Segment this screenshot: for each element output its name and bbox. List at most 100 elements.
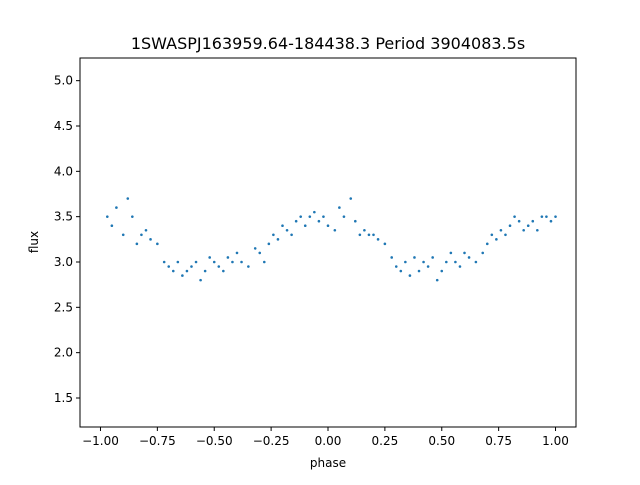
data-point xyxy=(467,256,471,259)
data-point xyxy=(171,269,175,273)
plot-frame xyxy=(79,57,577,428)
data-point xyxy=(463,251,466,255)
y-tick-label: 2.0 xyxy=(54,346,73,360)
y-tick-label: 1.5 xyxy=(54,391,73,405)
data-points xyxy=(106,197,557,282)
x-tick-label: −1.00 xyxy=(82,434,119,448)
data-point xyxy=(531,219,535,223)
data-point xyxy=(504,233,507,237)
data-point xyxy=(176,260,180,264)
x-tick-label: 0.50 xyxy=(428,434,455,448)
data-point xyxy=(440,269,444,273)
data-point xyxy=(549,219,553,223)
data-point xyxy=(299,215,303,218)
data-point xyxy=(326,224,330,228)
data-point xyxy=(458,265,462,268)
data-point xyxy=(417,269,421,273)
data-point xyxy=(413,256,416,259)
data-point xyxy=(258,251,262,255)
data-point xyxy=(426,265,430,268)
data-point xyxy=(431,256,434,259)
data-point xyxy=(376,238,380,241)
data-point xyxy=(212,260,216,264)
x-tick-label: 0.00 xyxy=(315,434,342,448)
data-point xyxy=(342,215,346,218)
data-point xyxy=(449,251,453,255)
data-point xyxy=(149,238,152,241)
data-point xyxy=(121,233,125,237)
x-axis-ticks: −1.00 −0.75 −0.50 −0.25 0.00 0.25 0.50 0.75 1.00 xyxy=(82,427,569,448)
data-point xyxy=(235,251,239,255)
data-point xyxy=(313,210,316,214)
data-point xyxy=(517,219,521,223)
y-tick-label: 3.0 xyxy=(54,255,73,269)
data-point xyxy=(394,265,398,268)
data-point xyxy=(285,228,289,232)
x-tick-label: 0.25 xyxy=(372,434,399,448)
data-point xyxy=(110,224,114,228)
data-point xyxy=(199,278,202,282)
data-point xyxy=(190,265,193,268)
data-point xyxy=(383,242,387,246)
chart-title: 1SWASPJ163959.64-184438.3 Period 3904083… xyxy=(131,34,525,53)
data-point xyxy=(115,206,118,209)
data-point xyxy=(217,265,221,268)
data-point xyxy=(203,269,207,273)
data-point xyxy=(490,233,494,237)
data-point xyxy=(262,260,266,264)
data-point xyxy=(253,247,257,250)
data-point xyxy=(290,233,293,237)
data-point xyxy=(481,251,485,255)
data-point xyxy=(390,256,394,259)
data-point xyxy=(513,215,516,218)
data-point xyxy=(267,242,271,246)
x-tick-label: −0.75 xyxy=(139,434,176,448)
data-point xyxy=(208,256,211,259)
data-point xyxy=(276,238,280,241)
data-point xyxy=(445,260,448,264)
data-point xyxy=(408,274,412,277)
y-tick-label: 4.5 xyxy=(54,119,73,133)
data-point xyxy=(226,256,230,259)
data-point xyxy=(435,278,439,282)
x-tick-label: −0.50 xyxy=(196,434,233,448)
y-axis-ticks: 1.5 2.0 2.5 3.0 3.5 4.0 4.5 5.0 xyxy=(54,74,80,405)
data-point xyxy=(540,215,544,218)
data-point xyxy=(354,219,357,223)
data-point xyxy=(144,228,148,232)
data-point xyxy=(333,228,337,232)
data-point xyxy=(404,260,407,264)
x-tick-label: 0.75 xyxy=(485,434,512,448)
data-point xyxy=(194,260,198,264)
data-point xyxy=(308,215,312,218)
data-point xyxy=(363,228,366,232)
data-point xyxy=(303,224,307,228)
data-point xyxy=(545,215,548,218)
data-point xyxy=(294,219,298,223)
data-point xyxy=(358,233,362,237)
data-point xyxy=(185,269,189,273)
data-point xyxy=(135,242,139,246)
data-point xyxy=(454,260,457,264)
data-point xyxy=(372,233,375,237)
x-tick-label: 1.00 xyxy=(542,434,569,448)
data-point xyxy=(399,269,403,273)
data-point xyxy=(367,233,371,237)
data-point xyxy=(126,197,130,200)
y-tick-label: 2.5 xyxy=(54,300,73,314)
data-point xyxy=(522,228,525,232)
data-point xyxy=(495,238,498,241)
data-point xyxy=(349,197,353,200)
y-tick-label: 4.0 xyxy=(54,164,73,178)
data-point xyxy=(181,274,184,277)
x-tick-label: −0.25 xyxy=(253,434,290,448)
data-point xyxy=(272,233,275,237)
data-point xyxy=(338,206,341,209)
data-point xyxy=(156,242,159,246)
data-point xyxy=(554,215,557,218)
data-point xyxy=(231,260,234,264)
data-point xyxy=(508,224,512,228)
y-tick-label: 5.0 xyxy=(54,74,73,88)
